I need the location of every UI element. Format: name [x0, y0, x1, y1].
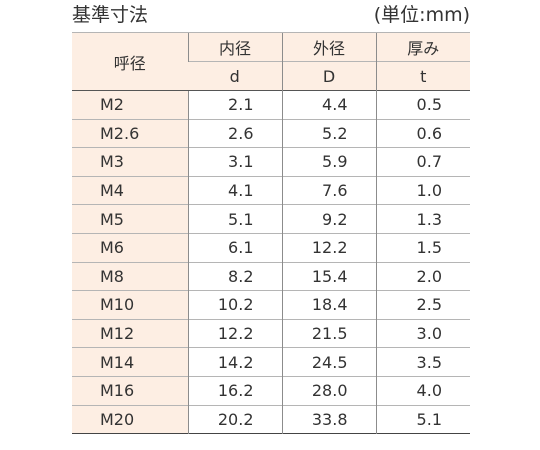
table-row: M5 5.1 9.2 1.3	[72, 204, 470, 234]
header-thickness-symbol: t	[375, 61, 470, 91]
dimension-table-container: 呼径 内径 外径 厚み d D t M2 2.1 4.4 0.5 M2.6 2.6 5.2 0…	[72, 32, 470, 435]
table-row: M2 2.1 4.4 0.5	[72, 90, 470, 120]
header-inner-diameter: 内径	[187, 32, 282, 62]
table-row: M14 14.2 24.5 3.5	[72, 347, 470, 377]
outer-diameter-cell: 12.2	[281, 232, 376, 263]
table-row: M4 4.1 7.6 1.0	[72, 175, 470, 205]
table-row: M3 3.1 5.9 0.7	[72, 147, 470, 177]
table-row: M16 16.2 28.0 4.0	[72, 375, 470, 406]
nominal-size-cell: M2.6	[72, 118, 188, 148]
nominal-size-cell: M8	[72, 261, 188, 291]
inner-diameter-cell: 20.2	[187, 404, 282, 434]
nominal-size-cell: M5	[72, 204, 188, 234]
outer-diameter-cell: 21.5	[281, 318, 376, 348]
header-nominal-size: 呼径	[72, 32, 188, 91]
header-thickness: 厚み	[375, 32, 470, 62]
dimension-table: 呼径 内径 外径 厚み d D t M2 2.1 4.4 0.5 M2.6 2.6 5.2 0…	[72, 32, 470, 435]
thickness-cell: 3.0	[375, 318, 470, 348]
nominal-size-cell: M6	[72, 232, 188, 263]
inner-diameter-cell: 2.6	[187, 118, 282, 148]
header-outer-diameter: 外径	[281, 32, 376, 62]
nominal-size-cell: M16	[72, 375, 188, 406]
header-outer-symbol: D	[281, 61, 376, 91]
outer-diameter-cell: 4.4	[281, 90, 376, 120]
table-row: M12 12.2 21.5 3.0	[72, 318, 470, 348]
thickness-cell: 5.1	[375, 404, 470, 434]
inner-diameter-cell: 4.1	[187, 175, 282, 205]
outer-diameter-cell: 24.5	[281, 347, 376, 377]
outer-diameter-cell: 5.9	[281, 147, 376, 177]
inner-diameter-cell: 16.2	[187, 375, 282, 406]
outer-diameter-cell: 18.4	[281, 290, 376, 320]
inner-diameter-cell: 8.2	[187, 261, 282, 291]
outer-diameter-cell: 33.8	[281, 404, 376, 434]
table-row: M10 10.2 18.4 2.5	[72, 290, 470, 320]
thickness-cell: 4.0	[375, 375, 470, 406]
outer-diameter-cell: 9.2	[281, 204, 376, 234]
nominal-size-cell: M12	[72, 318, 188, 348]
inner-diameter-cell: 5.1	[187, 204, 282, 234]
inner-diameter-cell: 12.2	[187, 318, 282, 348]
nominal-size-cell: M4	[72, 175, 188, 205]
nominal-size-cell: M10	[72, 290, 188, 320]
outer-diameter-cell: 5.2	[281, 118, 376, 148]
table-header: 呼径 内径 外径 厚み d D t	[72, 32, 470, 91]
nominal-size-cell: M3	[72, 147, 188, 177]
thickness-cell: 1.3	[375, 204, 470, 234]
inner-diameter-cell: 3.1	[187, 147, 282, 177]
nominal-size-cell: M14	[72, 347, 188, 377]
inner-diameter-cell: 10.2	[187, 290, 282, 320]
inner-diameter-cell: 14.2	[187, 347, 282, 377]
thickness-cell: 2.5	[375, 290, 470, 320]
table-row: M6 6.1 12.2 1.5	[72, 232, 470, 263]
thickness-cell: 0.7	[375, 147, 470, 177]
thickness-cell: 3.5	[375, 347, 470, 377]
table-row: M8 8.2 15.4 2.0	[72, 261, 470, 291]
inner-diameter-cell: 6.1	[187, 232, 282, 263]
thickness-cell: 0.5	[375, 90, 470, 120]
table-row: M2.6 2.6 5.2 0.6	[72, 118, 470, 148]
thickness-cell: 1.5	[375, 232, 470, 263]
inner-diameter-cell: 2.1	[187, 90, 282, 120]
header-inner-symbol: d	[188, 61, 282, 91]
unit-label: (単位:mm)	[373, 4, 470, 26]
nominal-size-cell: M2	[72, 90, 188, 120]
table-body: M2 2.1 4.4 0.5 M2.6 2.6 5.2 0.6 M3 3.1 5.9 0.7 M4 4.1…	[72, 90, 470, 434]
outer-diameter-cell: 7.6	[281, 175, 376, 205]
outer-diameter-cell: 28.0	[281, 375, 376, 406]
thickness-cell: 0.6	[375, 118, 470, 148]
outer-diameter-cell: 15.4	[281, 261, 376, 291]
table-row: M20 20.2 33.8 5.1	[72, 404, 470, 434]
table-title: 基準寸法	[72, 4, 149, 26]
thickness-cell: 1.0	[375, 175, 470, 205]
thickness-cell: 2.0	[375, 261, 470, 291]
nominal-size-cell: M20	[72, 404, 188, 434]
